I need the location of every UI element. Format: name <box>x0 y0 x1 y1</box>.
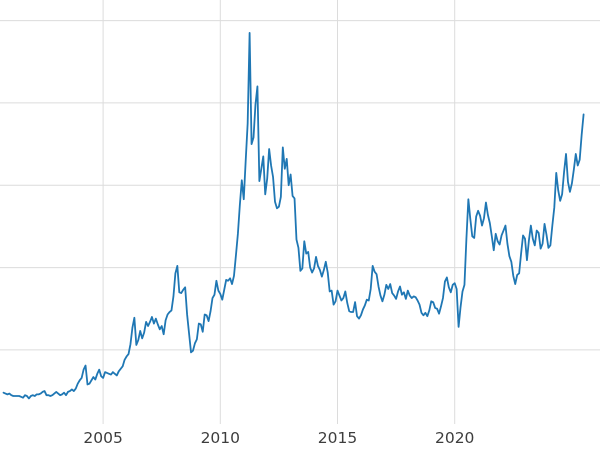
x-tick-label: 2005 <box>83 429 122 447</box>
x-axis-tick-labels: 2005 2010 2015 2020 <box>83 429 474 447</box>
x-tick-label: 2015 <box>318 429 357 447</box>
series-line-price <box>2 32 585 400</box>
grid-lines <box>0 0 600 424</box>
x-tick-label: 2020 <box>435 429 474 447</box>
x-tick-label: 2010 <box>201 429 240 447</box>
data-series-line <box>2 32 585 400</box>
